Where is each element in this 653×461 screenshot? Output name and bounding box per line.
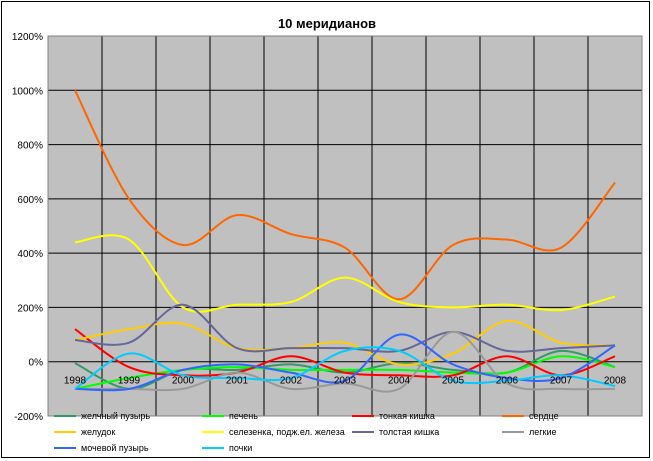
x-tick-label: 2007 <box>550 376 573 387</box>
x-tick-label: 2008 <box>604 376 627 387</box>
x-tick-labels: 1998 1999 2000 2001 2002 2003 2004 2005 2006 2007… <box>64 376 627 387</box>
legend-label: печень <box>229 411 258 421</box>
x-tick-label: 2003 <box>334 376 357 387</box>
legend-label: мочевой пузырь <box>81 443 149 453</box>
legend-label: желчный пузырь <box>81 411 150 421</box>
series-line-4 <box>74 89 616 301</box>
legend-label: почки <box>229 443 252 453</box>
x-tick-label: 2006 <box>496 376 519 387</box>
legend-label: толстая кишка <box>379 427 439 437</box>
legend-label: селезенка, подж.ел. железа <box>229 427 345 437</box>
chart-title: 10 меридианов <box>278 16 376 31</box>
y-tick-labels: -200% 0% 200% 400% 600% 800% 1000% 1200% <box>12 32 43 423</box>
y-tick-label: 1000% <box>12 86 43 97</box>
y-tick-label: 600% <box>17 195 43 206</box>
y-tick-label: 800% <box>17 141 43 152</box>
series-line-10 <box>74 346 616 390</box>
series-line-7 <box>74 303 616 353</box>
legend-label: сердце <box>529 411 559 421</box>
y-tick-label: 200% <box>17 303 43 314</box>
plot-area <box>48 36 642 416</box>
x-tick-label: 2005 <box>442 376 465 387</box>
series-layer <box>74 89 616 393</box>
y-tick-label: 400% <box>17 249 43 260</box>
series-line-6 <box>74 234 616 313</box>
series-line-3 <box>74 328 616 378</box>
y-tick-label: 0% <box>29 358 44 369</box>
legend: желчный пузырь печень тонкая кишка сердце же… <box>54 411 559 453</box>
gridlines <box>47 35 643 417</box>
x-tick-label: 1998 <box>64 376 87 387</box>
legend-label: легкие <box>529 427 557 437</box>
y-tick-label: -200% <box>14 412 43 423</box>
series-line-5 <box>74 319 616 366</box>
x-tick-label: 2004 <box>388 376 411 387</box>
series-line-8 <box>74 330 616 393</box>
x-tick-label: 2000 <box>172 376 195 387</box>
y-tick-label: 1200% <box>12 32 43 43</box>
series-line-2 <box>74 355 616 390</box>
legend-label: тонкая кишка <box>379 411 435 421</box>
legend-label: желудок <box>81 427 115 437</box>
x-tick-label: 2002 <box>280 376 303 387</box>
x-tick-label: 2001 <box>226 376 249 387</box>
plot-border <box>47 35 643 417</box>
x-tick-label: 1999 <box>118 376 141 387</box>
